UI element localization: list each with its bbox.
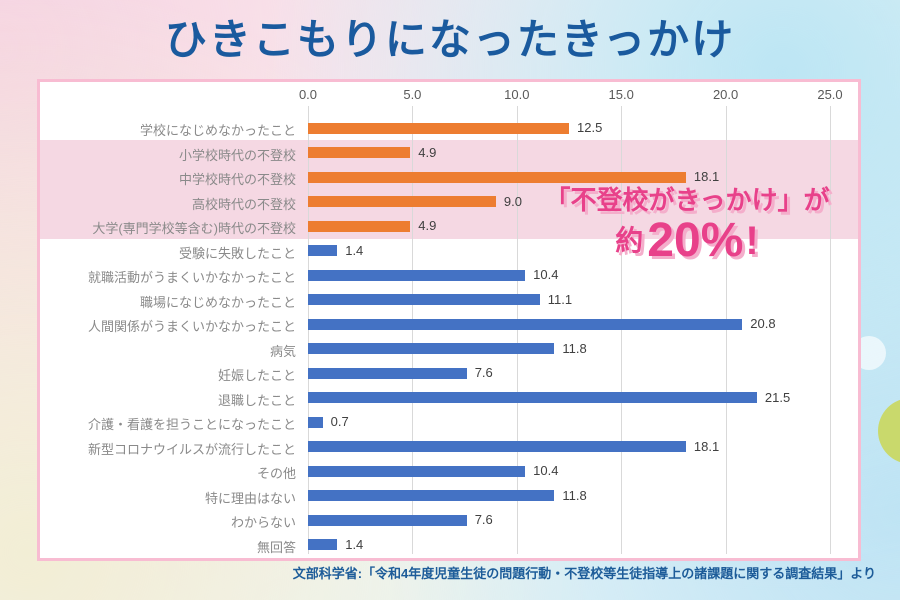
bar-other [308, 465, 526, 477]
bar-other [308, 441, 686, 452]
bar-value-label: 18.1 [693, 169, 720, 184]
category-label: 新型コロナウイルスが流行したこと [87, 441, 296, 457]
bar-other [308, 343, 555, 354]
x-axis-ticks: 0.0 5.0 10.0 15.0 20.0 25.0 [299, 87, 843, 103]
annotation-line2: 約20%! [522, 213, 852, 267]
gridline [725, 106, 727, 554]
gridline [830, 106, 831, 554]
bar-other [308, 269, 526, 281]
bar-other [308, 490, 555, 501]
category-label: わからない [230, 515, 296, 530]
x-tick-label: 0.0 [298, 87, 318, 102]
bar-other [308, 245, 338, 256]
category-label: 退職したこと [217, 392, 296, 408]
bar-value-label: 7.6 [474, 365, 493, 380]
bar-value-label: 21.5 [764, 389, 791, 405]
annotation-line1: 「不登校がきっかけ」が [544, 185, 830, 215]
gridline [516, 106, 518, 554]
bar-value-label: 10.4 [533, 463, 559, 478]
annotation-exclamation: ! [745, 218, 759, 263]
decor-circle-green [878, 398, 900, 464]
bar-value-label: 18.1 [693, 438, 720, 454]
bar-school [308, 171, 686, 183]
bar-value-label: 11.8 [562, 487, 587, 503]
annotation-percentage: 20% [647, 213, 744, 267]
highlight-band [40, 139, 858, 239]
category-label: その他 [256, 466, 296, 481]
annotation-callout: 「不登校がきっかけ」が 約20%! [522, 186, 852, 265]
x-tick-label: 5.0 [403, 87, 422, 102]
category-label: 高校時代の不登校 [191, 196, 296, 212]
gridline [308, 106, 309, 554]
bar-value-label: 7.6 [474, 512, 493, 527]
bar-value-label: 1.4 [345, 242, 364, 258]
bar-value-label: 20.8 [750, 316, 776, 331]
category-label: 介護・看護を担うことになったこと [87, 417, 296, 432]
category-label: 小学校時代の不登校 [178, 147, 296, 163]
page-title: ひきこもりになったきっかけ [164, 16, 736, 63]
bar-other [308, 367, 467, 379]
category-label: 特に理由はない [204, 490, 296, 506]
annotation-approx-prefix: 約 [615, 224, 644, 256]
x-tick-label: 15.0 [608, 87, 634, 102]
chart-card: 0.0 5.0 10.0 15.0 20.0 25.0 学校になじめなかったこと小学校時代… [37, 79, 861, 561]
bar-other [308, 539, 338, 550]
category-label: 妊娠したこと [217, 368, 296, 383]
category-labels: 学校になじめなかったこと小学校時代の不登校 中学校時代の不登校高校時代の不登校大学… [40, 82, 296, 558]
bar-value-label: 1.4 [345, 536, 364, 552]
category-label: 学校になじめなかったこと [139, 123, 296, 138]
x-tick-label: 20.0 [712, 87, 739, 102]
bar-school [308, 122, 569, 134]
bar-value-label: 0.7 [330, 414, 349, 429]
bar-school [308, 147, 411, 158]
category-label: 大学(専門学校等含む)時代の不登校 [92, 221, 296, 236]
category-label: 病気 [269, 343, 296, 359]
category-label: 職場になじめなかったこと [139, 294, 296, 310]
category-label: 無回答 [256, 539, 296, 555]
bar-other [308, 392, 757, 403]
bar-other [308, 294, 540, 305]
gridline [412, 106, 414, 554]
bar-value-label: 11.1 [547, 291, 573, 307]
bar-value-label: 9.0 [503, 193, 522, 209]
category-label: 中学校時代の不登校 [178, 172, 296, 187]
bar-other [308, 318, 743, 330]
bar-value-label: 10.4 [533, 267, 559, 282]
bar-other [308, 416, 323, 428]
gridline [621, 106, 623, 554]
x-tick-label: 25.0 [817, 87, 843, 102]
plot-area: 12.5 4.9 18.1 9.0 4.9 1.4 10.4 11.1 20.8 11.8 7.6 2… [308, 106, 831, 554]
category-label: 受験に失敗したこと [178, 245, 296, 261]
bar-value-label: 4.9 [418, 144, 437, 160]
x-tick-label: 10.0 [504, 87, 530, 102]
source-note: 文部科学省:「令和4年度児童生徒の問題行動・不登校等生徒指導上の諸課題に関する調… [292, 566, 876, 581]
bar-school [308, 196, 496, 207]
bar-other [308, 514, 467, 526]
bar-value-label: 11.8 [562, 340, 587, 356]
bar-value-label: 12.5 [577, 120, 603, 135]
bar-value-label: 4.9 [418, 218, 437, 233]
category-label: 就職活動がうまくいかなかったこと [87, 270, 296, 285]
category-label: 人間関係がうまくいかなかったこと [87, 319, 296, 334]
bar-school [308, 220, 411, 232]
